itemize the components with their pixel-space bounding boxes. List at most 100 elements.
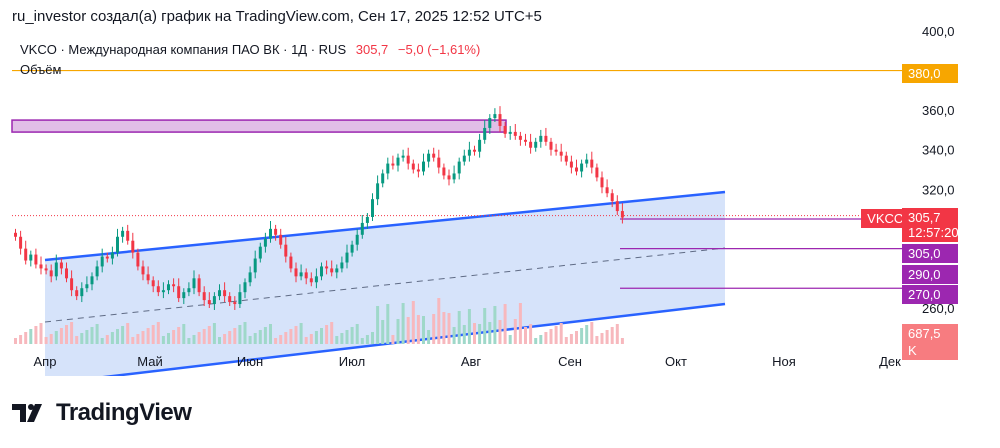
volume-bar xyxy=(473,323,476,344)
volume-bar xyxy=(432,314,436,344)
candle-body xyxy=(253,258,257,273)
volume-bar xyxy=(416,315,420,344)
candle-body xyxy=(218,290,221,297)
volume-bar xyxy=(126,323,130,344)
volume-bar xyxy=(610,327,614,344)
candle-body xyxy=(75,290,79,297)
volume-bar xyxy=(207,326,211,344)
candle-body xyxy=(197,278,201,293)
time-tick-label: Июн xyxy=(237,354,263,369)
candle-body xyxy=(483,127,487,140)
tradingview-logo-icon xyxy=(12,404,42,422)
candle-body xyxy=(534,141,538,148)
candle-body xyxy=(85,284,89,289)
candle-body xyxy=(416,169,420,172)
symbol-legend[interactable]: VKCO · Международная компания ПАО ВК · 1… xyxy=(20,42,480,57)
volume-bar xyxy=(151,325,155,344)
tag-290: 290,0 xyxy=(902,265,958,284)
channel-fill xyxy=(45,192,725,376)
candle-body xyxy=(299,272,303,277)
candle-body xyxy=(559,151,563,156)
price-chart[interactable]: 400,0 360,0 340,0 320,0 260,0 Апр Май Июн Июл Ав… xyxy=(0,24,1000,376)
volume-bar xyxy=(110,332,114,344)
volume-bar xyxy=(212,323,216,344)
volume-bar xyxy=(590,322,594,344)
candle-body xyxy=(381,173,385,184)
price-scale[interactable]: 400,0 360,0 340,0 320,0 260,0 xyxy=(922,24,955,316)
candle-body xyxy=(223,290,227,297)
candle-body xyxy=(105,256,109,259)
candle-body xyxy=(177,286,181,299)
volume-bar xyxy=(243,322,247,344)
volume-bar xyxy=(269,324,272,344)
candle-body xyxy=(335,268,339,273)
candle-body xyxy=(360,222,364,235)
volume-bar xyxy=(371,332,374,344)
time-tick-label: Май xyxy=(137,354,162,369)
volume-bar xyxy=(197,332,201,344)
candle-body xyxy=(161,290,165,293)
time-tick-label: Дек xyxy=(879,354,901,369)
volume-bar xyxy=(70,322,74,344)
volume-bar xyxy=(39,323,43,344)
volume-bar xyxy=(54,331,58,344)
candle-body xyxy=(447,175,451,180)
volume-bar xyxy=(248,336,252,344)
candle-body xyxy=(580,163,584,172)
time-tick-label: Июл xyxy=(339,354,365,369)
candle-body xyxy=(279,234,283,245)
time-axis[interactable]: Апр Май Июн Июл Авг Сен Окт Ноя Дек xyxy=(34,354,902,369)
price-tick-label: 400,0 xyxy=(922,24,955,39)
candle-body xyxy=(325,266,329,269)
volume-bar xyxy=(447,313,451,344)
tag-symbol-name: VKCO xyxy=(861,209,910,228)
volume-bar xyxy=(529,324,533,344)
candle-body xyxy=(350,244,354,253)
time-tick-label: Авг xyxy=(461,354,482,369)
volume-bar xyxy=(513,319,517,344)
volume-bar xyxy=(85,330,89,344)
resistance-zone-box[interactable] xyxy=(11,119,507,133)
candle-body xyxy=(136,252,140,267)
tradingview-logo[interactable]: TradingView xyxy=(12,398,192,428)
volume-bar xyxy=(218,337,221,344)
candle-body xyxy=(524,139,527,142)
volume-bar xyxy=(59,328,63,344)
volume-bar xyxy=(585,325,589,344)
tradingview-brand: TradingView xyxy=(56,399,192,426)
volume-legend[interactable]: Объём xyxy=(20,62,62,77)
candle-body xyxy=(432,153,436,158)
volume-bar xyxy=(289,329,293,344)
tag-volume: 687,5 K xyxy=(902,324,958,360)
candle-body xyxy=(212,296,216,305)
candle-body xyxy=(29,254,33,261)
candle-body xyxy=(320,266,323,277)
volume-bar xyxy=(253,333,257,344)
candle-body xyxy=(615,201,619,212)
volume-bar xyxy=(284,332,288,344)
candle-body xyxy=(294,268,298,277)
volume-bar xyxy=(381,320,385,344)
candle-body xyxy=(151,280,155,287)
volume-bar xyxy=(65,325,68,344)
volume-bar xyxy=(396,319,400,344)
volume-bar xyxy=(442,312,446,344)
candle-body xyxy=(549,141,553,150)
candle-body xyxy=(355,234,359,245)
candle-body xyxy=(34,254,38,265)
candle-body xyxy=(401,155,405,158)
candle-body xyxy=(406,155,410,164)
channel-lower-line[interactable] xyxy=(45,302,726,376)
volume-bar xyxy=(156,322,160,344)
channel-median-line[interactable] xyxy=(44,247,726,323)
candle-body xyxy=(110,252,114,259)
chart-area[interactable]: 400,0 360,0 340,0 320,0 260,0 Апр Май Июн Июл Ав… xyxy=(0,24,1000,376)
volume-bar xyxy=(422,316,425,344)
channel-upper-line[interactable] xyxy=(44,190,726,262)
volume-bar xyxy=(493,306,497,344)
candle-body xyxy=(192,278,196,289)
candle-body xyxy=(544,135,548,142)
volume-bar xyxy=(559,323,563,344)
candle-body xyxy=(610,193,614,202)
volume-bar xyxy=(355,324,359,344)
